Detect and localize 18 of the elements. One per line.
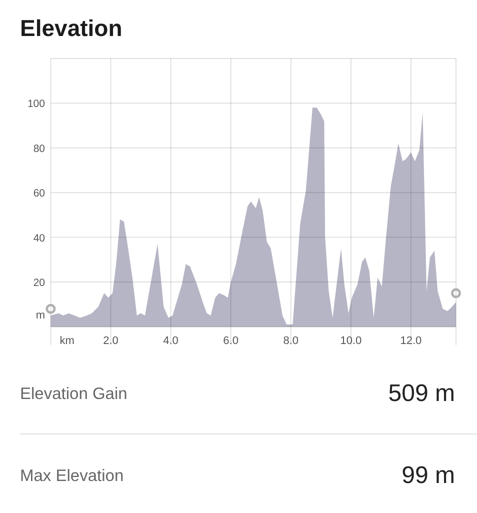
y-axis-title: m	[36, 310, 45, 322]
text: Max Elevation	[20, 467, 124, 485]
x-tick-label: 8.0	[283, 335, 299, 347]
text: 509 m	[388, 380, 455, 407]
x-tick-label: 10.0	[340, 335, 362, 347]
y-tick-label: 80	[33, 142, 46, 155]
x-tick-label: 2.0	[103, 335, 118, 347]
y-tick-label: 60	[33, 188, 46, 200]
chart-title: Elevation	[20, 15, 122, 41]
y-tick-label: 100	[27, 98, 46, 110]
x-tick-label: 4.0	[163, 335, 178, 347]
x-tick-label: 6.0	[223, 335, 238, 347]
x-axis-title: km	[60, 335, 74, 347]
x-tick-label: 12.0	[400, 335, 422, 347]
text: Elevation Gain	[20, 385, 128, 403]
y-tick-label: 20	[33, 277, 46, 289]
y-tick-label: 40	[33, 232, 46, 244]
text: 99 m	[402, 462, 455, 489]
